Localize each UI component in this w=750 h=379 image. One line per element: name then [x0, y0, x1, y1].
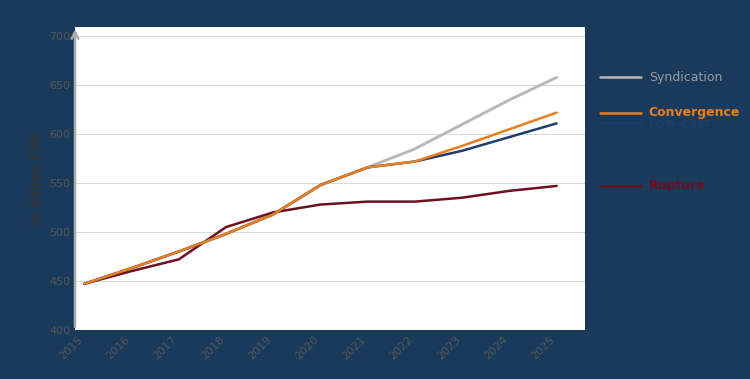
- Text: Rupture: Rupture: [649, 179, 706, 193]
- Text: Syndication: Syndication: [649, 71, 722, 84]
- Text: Convergence: Convergence: [649, 106, 740, 119]
- Text: Low-cost: Low-cost: [649, 117, 711, 130]
- Y-axis label: In billion EUR: In billion EUR: [31, 132, 44, 225]
